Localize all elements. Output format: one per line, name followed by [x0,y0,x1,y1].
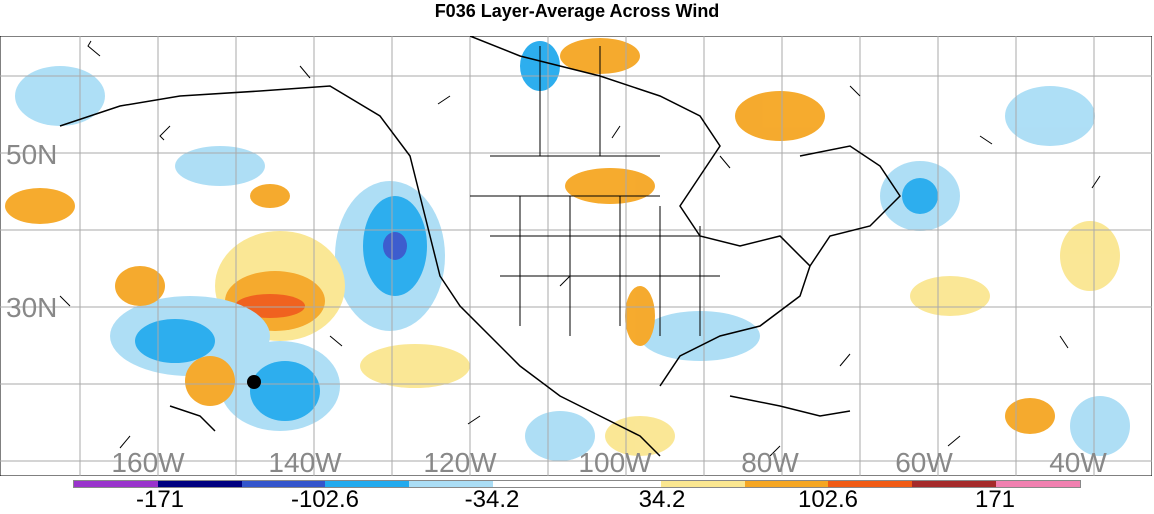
map-panel: 50N 30N 160W 140W 120W 100W 80W 60W 40W [0,36,1152,476]
colorbar-swatch-4 [409,481,494,487]
colorbar-label: -102.6 [290,486,360,513]
lat-label-50n: 50N [6,139,57,170]
colorbar-label: -34.2 [464,486,520,513]
chart-title: F036 Layer-Average Across Wind [434,1,720,21]
colorbar-label: 171 [974,486,1016,513]
lat-label-30n: 30N [6,292,57,323]
storm-center-dot [247,375,261,389]
political-borders [470,46,720,336]
lon-label-120w: 120W [423,447,497,476]
lat-lon-grid [0,36,1152,476]
colorbar-label: 102.6 [797,486,859,513]
colorbar-swatch-3 [325,481,410,487]
lon-label-140w: 140W [268,447,342,476]
colorbar-swatch-6 [576,481,661,487]
colorbar-swatch-8 [744,481,829,487]
colorbar-swatch-7 [660,481,745,487]
colorbar [73,480,1081,488]
colorbar-swatch-5 [493,481,577,487]
colorbar-label: -171 [135,486,185,513]
colorbar-swatch-0 [74,481,158,487]
lon-label-40w: 40W [1049,447,1107,476]
colorbar-swatch-9 [828,481,913,487]
colorbar-swatch-11 [996,481,1080,487]
colorbar-swatch-10 [912,481,997,487]
colorbar-labels: -171 -102.6 -34.2 34.2 102.6 171 [0,486,1154,513]
wind-barbs [59,40,1101,457]
lon-label-160w: 160W [111,447,185,476]
lon-label-60w: 60W [895,447,953,476]
lon-label-80w: 80W [741,447,799,476]
colorbar-swatch-2 [241,481,326,487]
anomaly-shading [5,38,1130,461]
colorbar-label: 34.2 [638,486,686,513]
lon-label-100w: 100W [578,447,652,476]
colorbar-swatch-1 [157,481,242,487]
lon-labels: 160W 140W 120W 100W 80W 60W 40W [111,447,1107,476]
